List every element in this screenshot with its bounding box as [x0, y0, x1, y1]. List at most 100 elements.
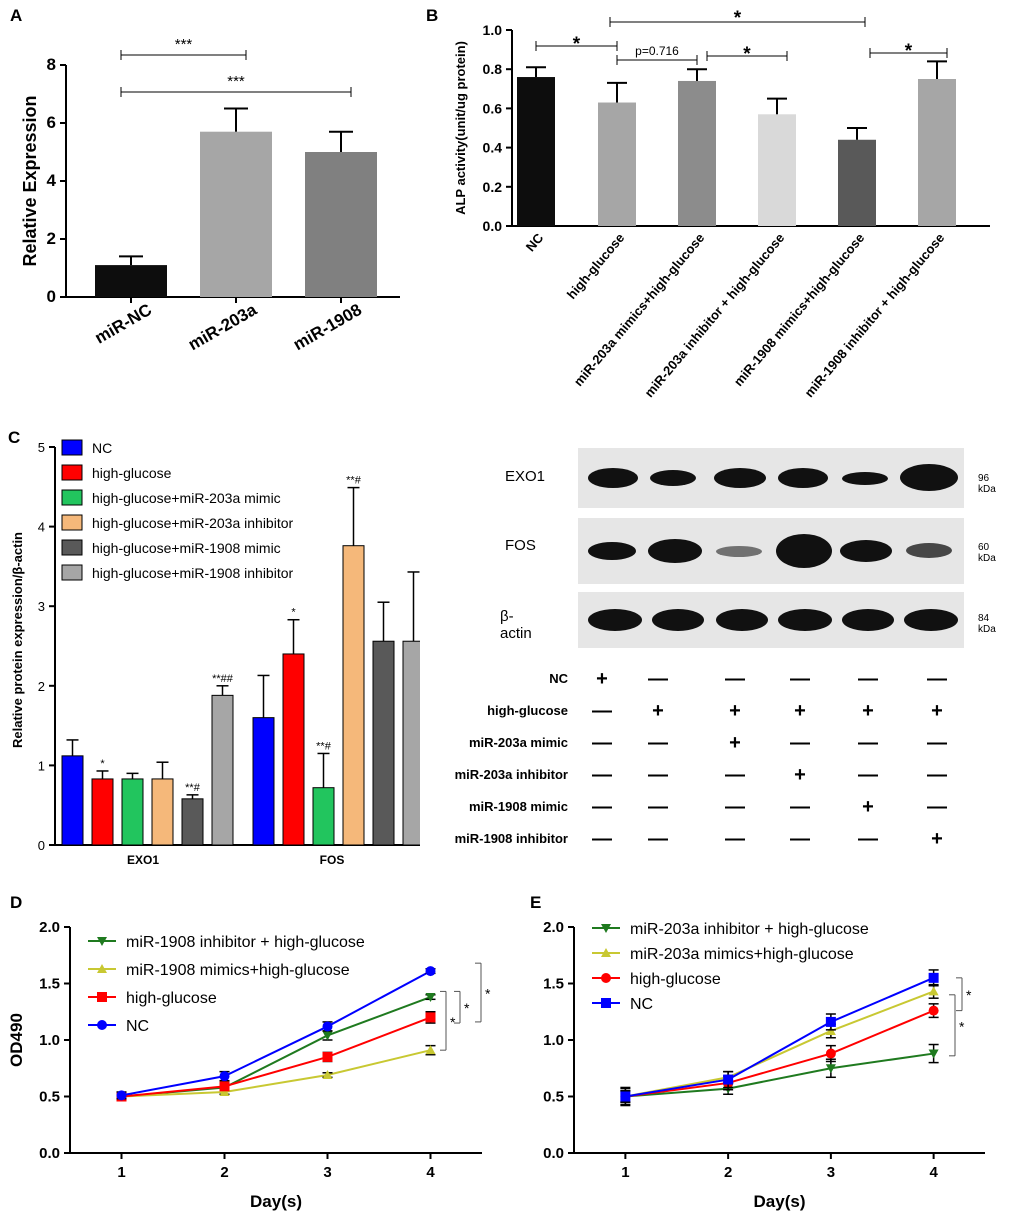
data-point [601, 973, 611, 983]
y-tick-label: 1.5 [543, 976, 564, 993]
data-point [620, 1091, 631, 1102]
band [904, 609, 958, 631]
bar [918, 79, 956, 226]
y-tick-label: 0.5 [543, 1089, 564, 1106]
y-axis-title: Relative Expression [20, 95, 40, 266]
x-tick-label: NC [523, 230, 547, 254]
minus-mark: — [592, 764, 612, 786]
bar-mir-nc [95, 265, 167, 297]
data-point [601, 948, 611, 957]
significance-label: **# [316, 740, 332, 752]
band [778, 468, 828, 488]
x-tick-label: miR-1908 mimics+high-glucose [731, 230, 868, 389]
minus-mark: — [927, 732, 947, 754]
legend-swatch [61, 489, 83, 506]
y-tick-label: 5 [38, 440, 45, 455]
y-tick-label: 0.0 [483, 218, 503, 234]
minus-mark: — [648, 796, 668, 818]
blot-strip-exo1 [578, 448, 964, 508]
blot-strip-beta-actin [578, 592, 964, 648]
legend-label: NC [126, 1018, 149, 1035]
bar [372, 640, 395, 846]
minus-mark: — [725, 764, 745, 786]
y-tick-label: 2.0 [543, 919, 564, 936]
band [906, 543, 952, 558]
minus-mark: — [790, 796, 810, 818]
significance-label: p=0.716 [635, 44, 679, 58]
plus-mark: + [862, 700, 874, 722]
bar [121, 778, 144, 846]
y-tick-label: 0.5 [39, 1089, 60, 1106]
band [716, 546, 762, 557]
blot-kda-beta-actin: 84 kDa [978, 613, 996, 635]
legend-label: high-glucose+miR-1908 inhibitor [92, 565, 294, 581]
legend-swatch [61, 439, 83, 456]
x-tick-label: miR-1908 [290, 300, 365, 354]
legend-swatch [61, 564, 83, 581]
plus-mark: + [596, 668, 608, 690]
treatment-label: miR-1908 mimic [469, 799, 568, 814]
legend-label: NC [92, 440, 112, 456]
minus-mark: — [790, 668, 810, 690]
significance-label: *** [227, 73, 245, 90]
minus-mark: — [790, 828, 810, 850]
y-axis-title: OD490 [7, 1013, 26, 1067]
series-line [625, 976, 935, 1098]
y-tick-label: 3 [38, 599, 45, 614]
treatment-label: miR-203a mimic [469, 735, 568, 750]
y-tick-label: 8 [47, 55, 56, 74]
bar [61, 755, 84, 846]
band [776, 534, 832, 568]
significance-label: * [573, 34, 581, 55]
blot-label-fos: FOS [505, 537, 536, 554]
y-tick-label: 0.0 [543, 1145, 564, 1162]
significance-label: * [966, 987, 972, 1003]
series-line [121, 1016, 431, 1098]
minus-mark: — [648, 828, 668, 850]
band [588, 609, 642, 631]
treatment-label: high-glucose [487, 703, 568, 718]
bar [598, 102, 636, 226]
significance-label: * [743, 44, 751, 65]
y-tick-label: 4 [38, 520, 45, 535]
y-tick-label: 0 [38, 838, 45, 853]
y-tick-label: 0 [47, 287, 56, 306]
x-axis-title: Day(s) [250, 1192, 302, 1211]
data-point [601, 924, 611, 933]
bar [181, 798, 204, 846]
y-tick-label: 0.4 [483, 140, 503, 156]
chart-c-protein-expression: 0 1 2 3 4 5 Relative protein expression/β-acti… [10, 439, 420, 867]
data-point [425, 966, 436, 977]
chart-e-od490: 0.0 0.5 1.0 1.5 2.0 1 2 3 4 Day(s) miR-203a inhibi… [543, 919, 985, 1211]
bar [342, 545, 365, 846]
significance-label: * [291, 607, 296, 619]
plus-mark: + [794, 764, 806, 786]
data-point [116, 1090, 127, 1101]
treatment-label: miR-203a inhibitor [454, 767, 568, 782]
series-line [625, 990, 934, 1098]
chart-d-od490: 0.0 0.5 1.0 1.5 2.0 1 2 3 4 Day(s) OD490 miR-1908 i… [7, 919, 491, 1211]
panel-label-e: E [530, 893, 542, 912]
x-tick-label: miR-203a mimics+high-glucose [571, 230, 708, 389]
data-point [322, 1070, 333, 1080]
panel-label-c: C [8, 428, 21, 447]
series-line [121, 1049, 431, 1098]
treatment-label: NC [549, 671, 568, 686]
plus-mark: + [794, 700, 806, 722]
blot-kda-exo1: 96 kDa [978, 473, 996, 495]
y-tick-label: 0.6 [483, 100, 503, 116]
significance-label: * [485, 986, 491, 1002]
x-tick-label: FOS [320, 853, 345, 867]
x-tick-label: miR-NC [92, 300, 155, 348]
bar [282, 653, 305, 846]
bar [151, 778, 174, 846]
band [900, 464, 958, 491]
x-tick-label: 3 [827, 1164, 835, 1181]
data-point [825, 1048, 836, 1059]
bar-mir-203a [200, 131, 272, 297]
minus-mark: — [592, 796, 612, 818]
x-tick-label: miR-203a [185, 300, 260, 355]
band [778, 609, 832, 631]
data-point [601, 998, 611, 1008]
plus-mark: + [931, 828, 943, 850]
